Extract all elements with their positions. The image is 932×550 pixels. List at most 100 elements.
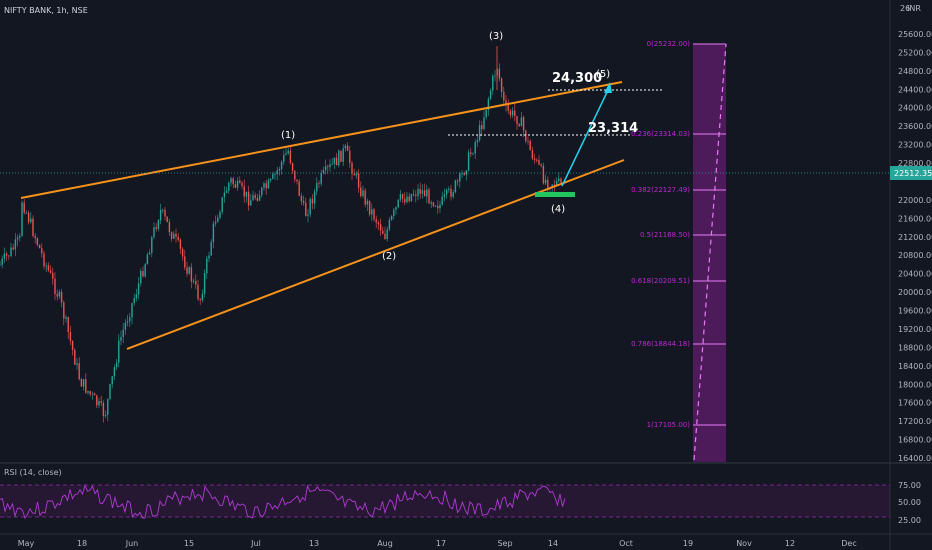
- candle-body: [289, 150, 292, 164]
- candle-body: [164, 209, 166, 217]
- time-axis[interactable]: May 18 Jun 15 Jul 13 Aug 17 Sep 14 Oct 19 Nov 12 Dec: [18, 539, 857, 548]
- candle-body: [82, 379, 85, 387]
- wave-label-5[interactable]: (5): [596, 69, 610, 80]
- main-pane[interactable]: [0, 0, 890, 462]
- candle-body: [324, 166, 327, 171]
- target-label-24300[interactable]: 24,300: [552, 71, 602, 86]
- candle-body: [459, 173, 461, 182]
- candle-body: [199, 299, 201, 301]
- candle-body: [252, 195, 254, 201]
- candle-body: [243, 186, 245, 197]
- time-tick-label: Aug: [377, 539, 393, 548]
- candle-body: [56, 294, 58, 297]
- candle-body: [206, 258, 208, 274]
- candle-body: [245, 191, 248, 197]
- upper-trendline[interactable]: [20, 81, 623, 199]
- candle-body: [49, 270, 52, 273]
- candle-body: [137, 283, 140, 295]
- candle-body: [379, 224, 382, 231]
- candle-body: [454, 180, 457, 193]
- wave-4-support-marker[interactable]: [535, 192, 575, 197]
- candle-body: [157, 220, 160, 230]
- candle-body: [481, 125, 483, 130]
- candle-body: [170, 232, 173, 239]
- fib-level-label: 0.786(18844.18): [631, 340, 690, 348]
- candle-body: [307, 214, 309, 216]
- candle-body: [333, 157, 336, 164]
- projection-arrow[interactable]: [561, 85, 611, 187]
- candle-body: [294, 170, 296, 180]
- wave-label-2[interactable]: (2): [382, 251, 396, 262]
- candle-body: [470, 152, 472, 155]
- candle-body: [498, 68, 501, 79]
- candle-body: [377, 222, 380, 225]
- candle-body: [311, 199, 314, 204]
- candle-body: [382, 230, 384, 234]
- candle-body: [410, 194, 413, 202]
- candle-body: [443, 194, 446, 197]
- candle-body: [525, 130, 527, 141]
- rsi-title[interactable]: RSI (14, close): [4, 468, 62, 477]
- candle-body: [186, 267, 188, 274]
- candle-body: [386, 229, 388, 240]
- price-axis[interactable]: 25600.00 25200.00 24800.00 24400.00 24000.00…: [898, 30, 932, 463]
- candle-body: [124, 322, 127, 330]
- rsi-tick-label: 75.00: [898, 481, 921, 490]
- candle-body: [331, 163, 333, 165]
- candle-body: [76, 363, 78, 365]
- candle-body: [474, 142, 476, 154]
- price-tick-label: 18400.00: [898, 362, 932, 371]
- candle-body: [1, 258, 3, 265]
- time-tick-label: 18: [77, 539, 87, 548]
- candle-body: [146, 254, 149, 265]
- candle-body: [21, 202, 23, 236]
- candle-body: [505, 100, 507, 106]
- target-label-23314[interactable]: 23,314: [588, 121, 638, 136]
- candle-body: [478, 125, 481, 141]
- candle-body: [60, 291, 63, 303]
- candle-body: [296, 179, 298, 182]
- candle-body: [419, 188, 421, 194]
- candle-body: [316, 182, 318, 192]
- price-tick-label: 21200.00: [898, 233, 932, 242]
- candle-body: [43, 253, 45, 267]
- candle-body: [102, 402, 105, 417]
- rsi-tick-label: 50.00: [898, 498, 921, 507]
- candle-body: [514, 110, 516, 117]
- candle-body: [133, 298, 135, 304]
- wave-label-1[interactable]: (1): [281, 130, 295, 141]
- candle-body: [173, 233, 175, 239]
- price-tick-label: 17200.00: [898, 417, 932, 426]
- price-tick-label: 19200.00: [898, 325, 932, 334]
- price-tick-label: 20000.00: [898, 288, 932, 297]
- candle-body: [241, 182, 243, 187]
- candle-body: [197, 284, 199, 300]
- candle-body: [366, 200, 369, 205]
- wave-label-3[interactable]: (3): [489, 31, 503, 42]
- candle-body: [428, 189, 430, 204]
- lower-trendline[interactable]: [126, 159, 625, 350]
- candle-body: [10, 247, 12, 257]
- candle-body: [232, 178, 234, 185]
- candle-body: [85, 379, 87, 393]
- candle-body: [476, 140, 479, 143]
- candle-body: [258, 195, 261, 201]
- candle-body: [280, 161, 283, 170]
- candle-body: [351, 162, 353, 174]
- rsi-pane[interactable]: [0, 464, 890, 534]
- wave-label-4[interactable]: (4): [551, 204, 565, 215]
- current-price-badge[interactable]: [890, 166, 932, 180]
- candle-body: [373, 209, 375, 220]
- price-tick-label: 18800.00: [898, 343, 932, 352]
- candle-body: [54, 278, 56, 295]
- candle-body: [344, 145, 347, 149]
- candle-body: [234, 184, 237, 188]
- candle-body: [529, 141, 531, 151]
- candle-body: [93, 393, 96, 396]
- candle-body: [318, 182, 320, 184]
- fib-level-label: 1(17105.00): [647, 421, 691, 429]
- price-tick-label: 25200.00: [898, 48, 932, 57]
- symbol-title[interactable]: NIFTY BANK, 1h, NSE: [4, 6, 88, 15]
- candle-body: [399, 194, 402, 200]
